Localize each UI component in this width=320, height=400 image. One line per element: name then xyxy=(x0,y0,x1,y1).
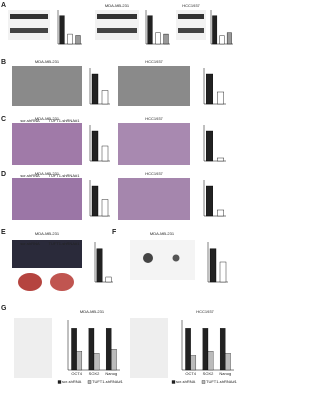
category-label: SOX2 xyxy=(203,371,214,376)
panel-label: A xyxy=(1,2,6,9)
bar xyxy=(226,32,232,45)
legend-label: scr-shRNA xyxy=(176,379,196,384)
bar xyxy=(219,328,226,371)
blot-band xyxy=(97,28,137,33)
category-label: SOX2 xyxy=(89,371,100,376)
bar xyxy=(93,353,100,371)
bar xyxy=(147,15,153,45)
blot xyxy=(130,318,168,378)
bar xyxy=(209,248,217,283)
cell-line-title: MDA-MB-231 xyxy=(35,171,60,176)
cell-line-title: HCC1937 xyxy=(182,3,200,8)
bar xyxy=(205,185,213,217)
panel-label: D xyxy=(1,171,6,178)
transwell-image xyxy=(12,178,82,220)
category-label: Nanog xyxy=(105,371,117,376)
bar xyxy=(91,130,99,162)
images xyxy=(8,10,206,378)
blot xyxy=(14,318,52,378)
bar xyxy=(71,328,77,371)
bar xyxy=(67,33,73,45)
bar xyxy=(205,130,213,162)
bar xyxy=(111,349,117,371)
wound-image xyxy=(118,66,190,106)
cell-line-title: MDA-MB-231 xyxy=(35,59,60,64)
bar xyxy=(101,199,109,217)
legend-swatch xyxy=(201,380,206,384)
wound-image xyxy=(12,66,82,106)
bar xyxy=(101,90,109,105)
transwell-image xyxy=(12,123,82,165)
group-name: TUFT1-shRNA#1 xyxy=(49,241,81,246)
category-label: Nanog xyxy=(219,371,231,376)
bar xyxy=(225,353,231,371)
bar xyxy=(88,328,95,371)
transwell-image xyxy=(118,178,190,220)
cell-line-title: HCC1937 xyxy=(196,309,214,314)
cell-line-title: HCC1937 xyxy=(145,171,163,176)
bar xyxy=(216,91,224,105)
bar xyxy=(190,355,197,371)
legend-swatch xyxy=(57,380,62,384)
colony-image xyxy=(130,240,195,280)
bar xyxy=(105,276,112,283)
bar xyxy=(76,351,83,371)
category-label: OCT4 xyxy=(185,371,196,376)
cell-line-title: HCC1937 xyxy=(145,116,163,121)
group-name: TUFT1-shRNA#1 xyxy=(49,118,81,123)
cell-line-title: HCC1937 xyxy=(145,59,163,64)
bar xyxy=(75,35,81,45)
bar xyxy=(202,328,209,371)
legend-label: TUFT1-shRNA#1 xyxy=(92,379,124,384)
legend-label: TUFT1-shRNA#1 xyxy=(206,379,237,384)
group-name: scr-shRNA xyxy=(20,118,40,123)
mouse-image xyxy=(12,240,82,268)
group-name: scr-shRNA xyxy=(20,241,40,246)
cell-line-title: MDA-MB-231 xyxy=(150,231,175,236)
colony xyxy=(143,253,153,263)
panel-label: B xyxy=(1,59,6,66)
panel-label: F xyxy=(112,229,117,236)
transwell-image xyxy=(118,123,190,165)
blot-band xyxy=(10,28,48,33)
bar xyxy=(91,73,99,105)
bar xyxy=(155,32,161,45)
bar xyxy=(96,248,103,283)
lung-image xyxy=(18,273,42,291)
blot-band xyxy=(97,14,137,19)
bar xyxy=(219,35,225,45)
lung-image xyxy=(50,273,74,291)
figure: A B C D E F G MDA-MB-231 HCC1937 MDA-MB-231 HCC193… xyxy=(1,2,237,384)
cell-line-title: MDA-MB-231 xyxy=(105,3,130,8)
group-name: scr-shRNA xyxy=(20,173,40,178)
blot-band xyxy=(178,28,204,33)
bar xyxy=(212,15,218,45)
panel-label: G xyxy=(1,305,7,312)
bar xyxy=(219,261,227,283)
legend-swatch xyxy=(171,380,176,384)
bar xyxy=(216,157,224,162)
cell-line-title: MDA-MB-231 xyxy=(35,116,60,121)
bar xyxy=(163,33,169,45)
bar xyxy=(101,145,109,162)
bar xyxy=(185,328,191,371)
bar xyxy=(91,185,99,217)
blot-band xyxy=(10,14,48,19)
bar xyxy=(105,328,112,371)
group-name: TUFT1-shRNA#1 xyxy=(49,173,81,178)
panel-label: E xyxy=(1,229,6,236)
legend-swatch xyxy=(87,380,92,384)
bar xyxy=(205,73,213,105)
legend-label: scr-shRNA xyxy=(62,379,82,384)
bar xyxy=(59,15,65,45)
colony xyxy=(172,254,180,262)
cell-line-title: MDA-MB-231 xyxy=(80,309,105,314)
cell-line-title: MDA-MB-231 xyxy=(35,231,60,236)
panel-label: C xyxy=(1,116,6,123)
blot-band xyxy=(178,14,204,19)
bar xyxy=(216,209,224,217)
bar xyxy=(207,351,214,371)
category-label: OCT4 xyxy=(71,371,82,376)
